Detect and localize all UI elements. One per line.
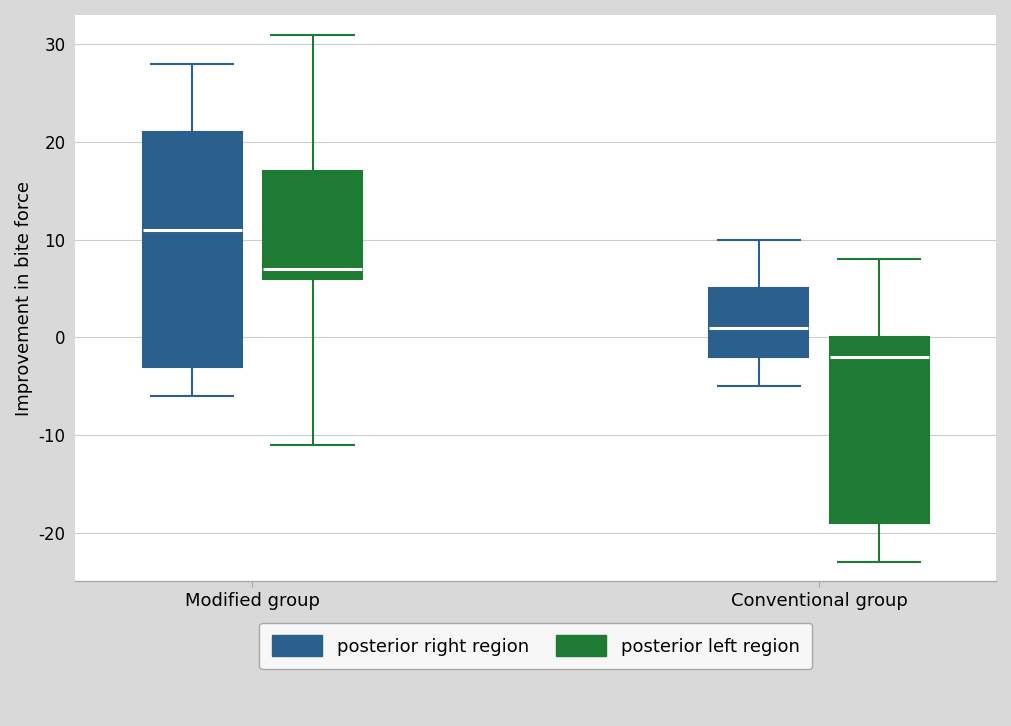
Bar	[709, 288, 809, 356]
Bar	[830, 338, 929, 523]
Legend: posterior right region, posterior left region: posterior right region, posterior left r…	[259, 623, 812, 669]
Y-axis label: Improvement in bite force: Improvement in bite force	[15, 181, 33, 416]
Bar	[143, 132, 242, 367]
Bar	[263, 171, 362, 279]
